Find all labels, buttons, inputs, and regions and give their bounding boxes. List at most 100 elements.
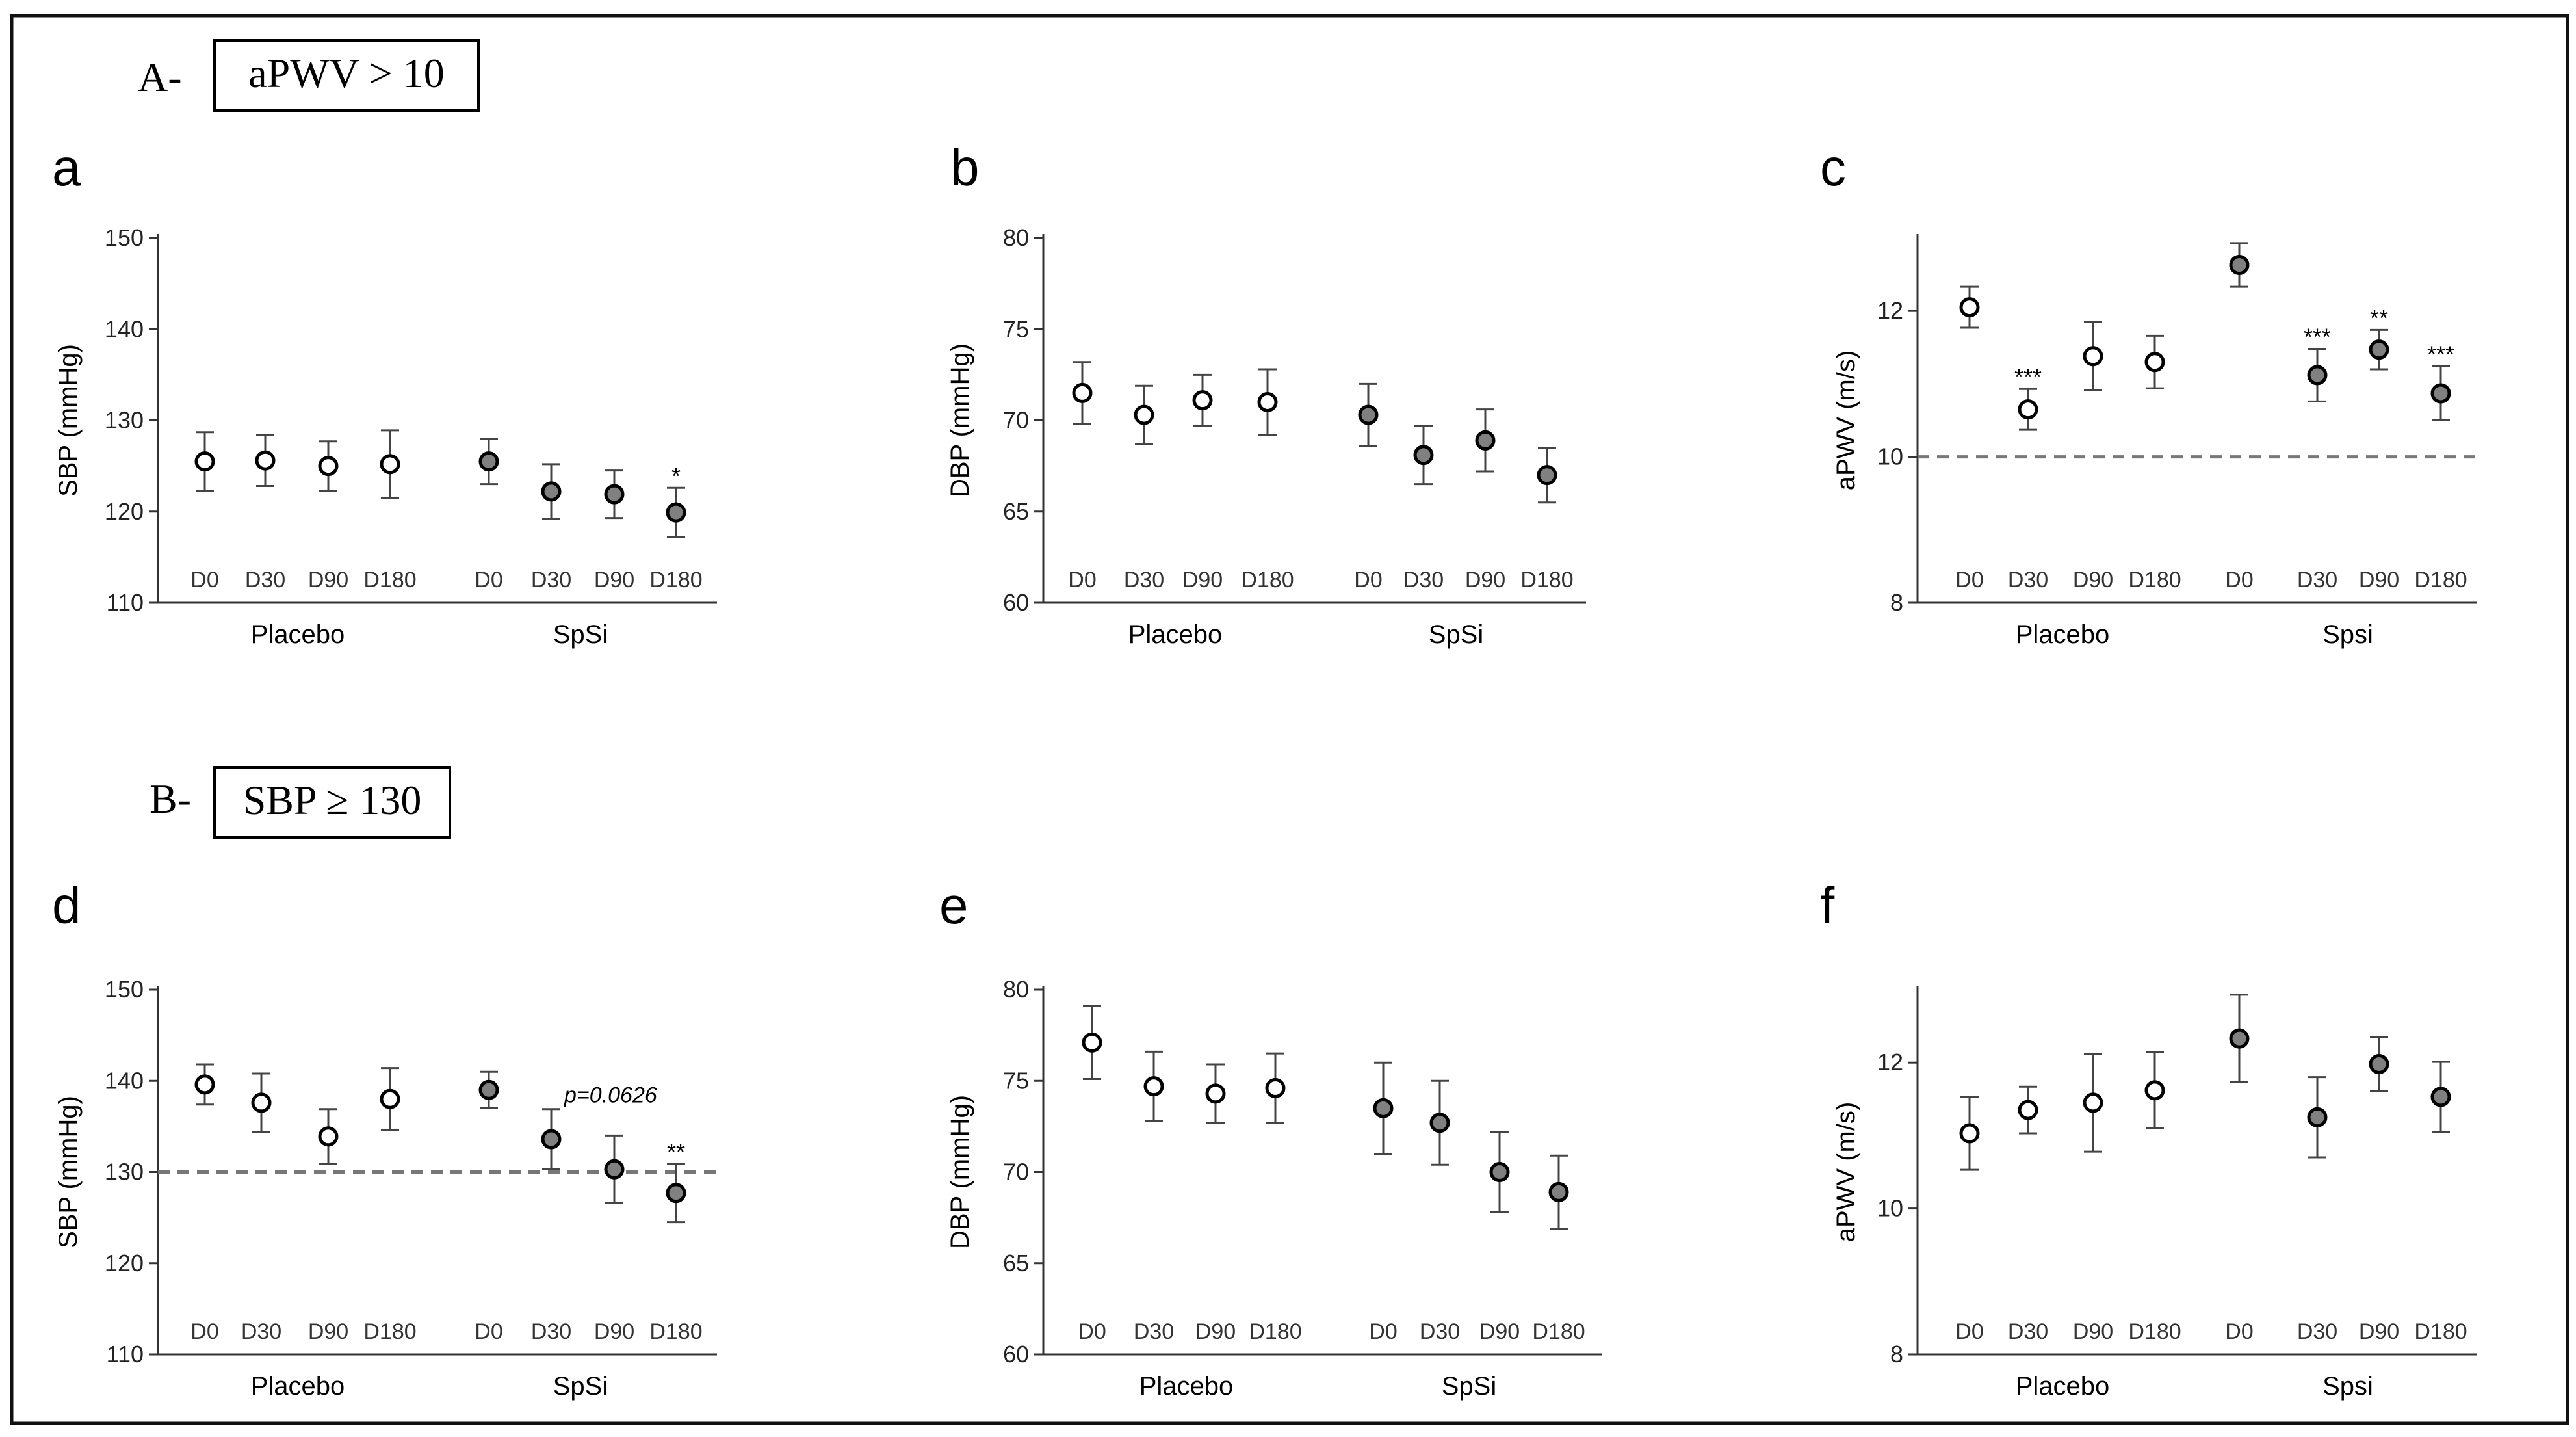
y-axis-label: SBP (mmHg) — [54, 344, 83, 497]
timepoint-label: D0 — [1354, 568, 1382, 592]
data-point — [2307, 1107, 2328, 1127]
timepoint-label: D30 — [2297, 1319, 2337, 1344]
timepoint-label: D180 — [2128, 568, 2181, 592]
timepoint-label: D180 — [2414, 568, 2467, 592]
timepoint-label: D30 — [1403, 568, 1444, 592]
group-label: Placebo — [2016, 1372, 2110, 1401]
data-point — [604, 1159, 625, 1180]
data-point — [1373, 1098, 1394, 1118]
timepoint-label: D90 — [2359, 568, 2399, 592]
y-tick-label: 12 — [1877, 297, 1903, 324]
data-point — [478, 1079, 499, 1100]
timepoint-label: D180 — [1241, 568, 1294, 592]
timepoint-label: D0 — [475, 1319, 502, 1344]
y-tick-label: 10 — [1877, 443, 1903, 470]
timepoint-label: D180 — [649, 1319, 702, 1344]
y-tick-label: 65 — [1003, 1250, 1029, 1276]
data-point — [1475, 430, 1496, 451]
timepoint-label: D180 — [1520, 568, 1573, 592]
charts-layer: 110 120 130 140 150 SBP (mmHg) Placebo D0 D30 D90… — [54, 224, 2477, 1401]
y-axis-label: SBP (mmHg) — [54, 1096, 83, 1248]
y-tick-label: 8 — [1890, 1341, 1903, 1367]
data-point — [1257, 391, 1278, 412]
y-tick-label: 120 — [105, 1250, 144, 1276]
data-point — [1959, 297, 1980, 318]
data-point — [1358, 404, 1379, 425]
y-axis-label: DBP (mmHg) — [946, 343, 974, 497]
timepoint-label: D180 — [2128, 1319, 2181, 1344]
timepoint-label: D0 — [1955, 1319, 1983, 1344]
data-point — [2307, 365, 2328, 386]
y-tick-label: 80 — [1003, 224, 1029, 251]
data-point — [255, 450, 276, 471]
y-tick-label: 65 — [1003, 498, 1029, 525]
timepoint-label: D90 — [594, 1319, 634, 1344]
significance-marker: *** — [2427, 341, 2454, 367]
data-point — [318, 1126, 339, 1147]
section-a-prefix: A- — [138, 54, 182, 100]
data-point — [478, 451, 499, 472]
timepoint-label: D30 — [531, 568, 571, 592]
timepoint-label: D90 — [594, 568, 634, 592]
timepoint-label: D180 — [363, 1319, 416, 1344]
timepoint-label: D180 — [363, 568, 416, 592]
chart-panel-e: 60 65 70 75 80 DBP (mmHg) Placebo D0 D30 D90 D180 S… — [946, 976, 1602, 1401]
data-point — [1265, 1077, 1286, 1098]
data-point — [604, 484, 625, 505]
timepoint-label: D90 — [2073, 568, 2113, 592]
significance-marker: ** — [667, 1139, 685, 1165]
timepoint-label: D0 — [1955, 568, 1983, 592]
significance-marker: * — [671, 462, 681, 489]
timepoint-label: D180 — [2414, 1319, 2467, 1344]
p-value-annotation: p=0.0626 — [564, 1083, 657, 1108]
data-point — [2430, 1087, 2451, 1107]
y-tick-label: 80 — [1003, 976, 1029, 1003]
significance-marker: ** — [2370, 304, 2388, 331]
data-point — [2144, 352, 2165, 373]
data-point — [1072, 382, 1093, 403]
significance-marker: *** — [2014, 363, 2042, 390]
data-point — [1413, 445, 1434, 466]
group-label: Spsi — [2322, 620, 2373, 649]
data-point — [1134, 404, 1154, 425]
data-point — [1959, 1123, 1980, 1144]
section-a-label: aPWV > 10 — [248, 50, 445, 96]
chart-panel-f: 8 10 12 aPWV (m/s) Placebo D0 D30 D90 D180 Spsi D0… — [1832, 986, 2477, 1401]
figure-border — [10, 14, 2569, 1425]
timepoint-label: D0 — [190, 568, 218, 592]
data-point — [541, 1129, 562, 1150]
y-tick-label: 120 — [105, 498, 144, 525]
data-point — [2430, 383, 2451, 404]
timepoint-label: D90 — [1465, 568, 1505, 592]
timepoint-label: D30 — [2297, 568, 2337, 592]
data-point — [666, 502, 686, 523]
panel-letter-a: a — [52, 138, 81, 196]
data-point — [2018, 1100, 2038, 1120]
data-point — [1143, 1076, 1164, 1097]
data-point — [1489, 1162, 1510, 1182]
data-point — [1429, 1113, 1450, 1133]
timepoint-label: D0 — [1369, 1319, 1397, 1344]
y-tick-label: 130 — [105, 1159, 144, 1185]
data-point — [194, 451, 215, 472]
timepoint-label: D90 — [1479, 1319, 1520, 1344]
group-label: Placebo — [251, 620, 345, 649]
timepoint-label: D90 — [1195, 1319, 1236, 1344]
chart-panel-a: 110 120 130 140 150 SBP (mmHg) Placebo D0 D30 D90… — [54, 224, 717, 649]
timepoint-label: D30 — [241, 1319, 281, 1344]
timepoint-label: D30 — [245, 568, 285, 592]
group-label: SpSi — [553, 620, 608, 649]
y-axis-label: aPWV (m/s) — [1832, 350, 1860, 491]
data-point — [2369, 339, 2389, 360]
timepoint-label: D30 — [531, 1319, 571, 1344]
group-label: Placebo — [1139, 1372, 1234, 1401]
timepoint-label: D0 — [1078, 1319, 1106, 1344]
chart-panel-c: 8 10 12 aPWV (m/s) Placebo D0 D30 *** D90 D180 Sps… — [1832, 234, 2477, 649]
y-tick-label: 60 — [1003, 1341, 1029, 1367]
timepoint-label: D180 — [1249, 1319, 1301, 1344]
panel-letter-d: d — [52, 877, 81, 934]
panel-letter-f: f — [1820, 877, 1835, 934]
y-axis-label: aPWV (m/s) — [1832, 1102, 1860, 1243]
group-label: SpSi — [553, 1372, 608, 1401]
data-point — [1537, 465, 1557, 486]
